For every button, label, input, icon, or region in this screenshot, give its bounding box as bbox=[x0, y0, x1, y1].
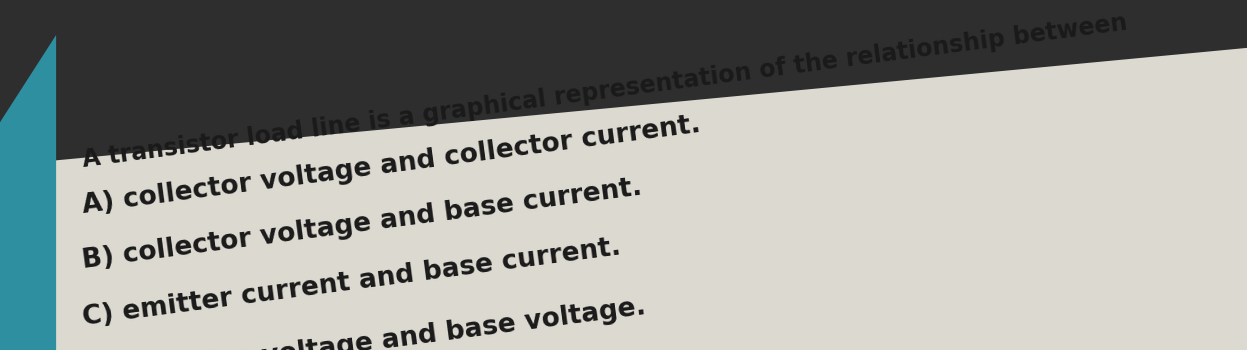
Polygon shape bbox=[0, 35, 56, 350]
Text: B) collector voltage and base current.: B) collector voltage and base current. bbox=[81, 175, 643, 274]
Text: A transistor load line is a graphical representation of the relationship between: A transistor load line is a graphical re… bbox=[81, 10, 1129, 172]
Text: C) emitter current and base current.: C) emitter current and base current. bbox=[81, 234, 622, 331]
Polygon shape bbox=[0, 42, 1247, 350]
Text: A) collector voltage and collector current.: A) collector voltage and collector curre… bbox=[81, 112, 702, 219]
Text: D) collector voltage and base voltage.: D) collector voltage and base voltage. bbox=[81, 294, 648, 350]
